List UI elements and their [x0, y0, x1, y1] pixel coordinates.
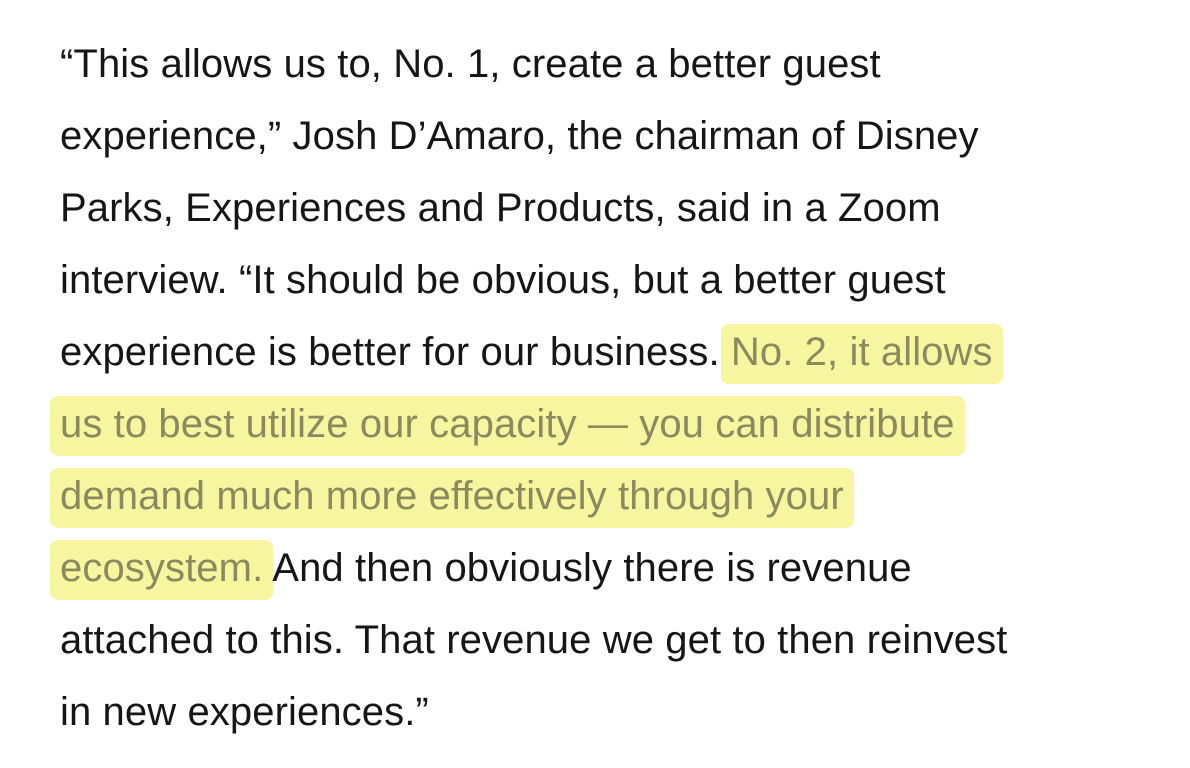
paragraph-line: attached to this. That revenue we get to…: [60, 618, 1008, 662]
highlighted-text: us to best utilize our capacity — you ca…: [50, 396, 965, 456]
paragraph-line: us to best utilize our capacity — you ca…: [50, 388, 1170, 460]
highlighted-text: ecosystem.: [50, 540, 274, 600]
paragraph-line: experience,” Josh D’Amaro, the chairman …: [60, 114, 979, 158]
paragraph-line: ecosystem. And then obviously there is r…: [50, 532, 1170, 604]
paragraph-line: experience is better for our business. N…: [60, 316, 1170, 388]
highlighted-text: demand much more effectively through you…: [50, 468, 854, 528]
plain-text: experience is better for our business.: [60, 330, 731, 374]
plain-text: And then obviously there is revenue: [263, 546, 912, 590]
paragraph-line: in new experiences.”: [60, 690, 429, 734]
article-quote: “This allows us to, No. 1, create a bett…: [50, 28, 1170, 748]
highlighted-text: No. 2, it allows: [720, 324, 1003, 384]
paragraph-line: interview. “It should be obvious, but a …: [60, 258, 946, 302]
paragraph-line: demand much more effectively through you…: [50, 460, 1170, 532]
paragraph-line: Parks, Experiences and Products, said in…: [60, 186, 941, 230]
paragraph-line: “This allows us to, No. 1, create a bett…: [60, 42, 881, 86]
